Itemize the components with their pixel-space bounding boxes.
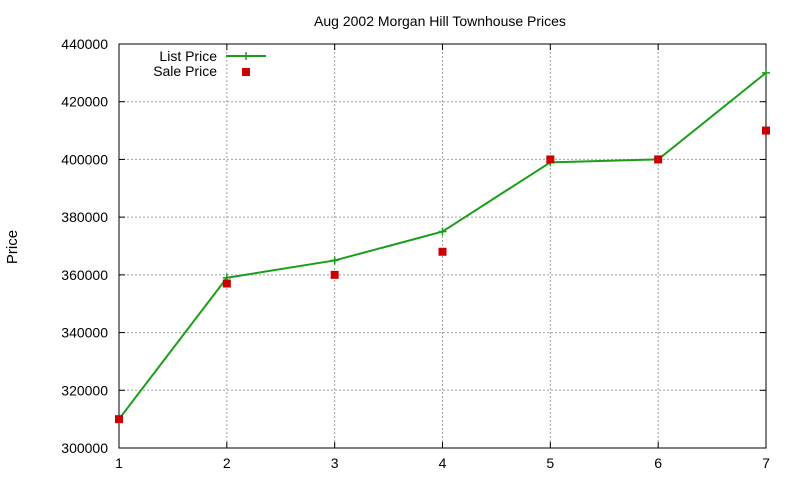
- list-price-point: [438, 227, 447, 236]
- sale-price-point: [330, 270, 339, 279]
- y-tick-label: 380000: [61, 209, 108, 225]
- y-tick-label: 400000: [61, 151, 108, 167]
- y-tick-label: 440000: [61, 36, 108, 52]
- x-tick-label: 2: [223, 455, 231, 471]
- y-tick-label: 360000: [61, 267, 108, 283]
- series-layer: [115, 68, 770, 424]
- y-tick-label: 340000: [61, 325, 108, 341]
- legend-label-sale-price: Sale Price: [153, 63, 217, 79]
- y-tick-label: 300000: [61, 440, 108, 456]
- sale-price-point: [222, 279, 231, 288]
- sale-price-point: [654, 155, 663, 164]
- list-price-point: [762, 68, 770, 77]
- x-tick-label: 5: [546, 455, 554, 471]
- grid: [119, 44, 766, 448]
- x-tick-label: 4: [439, 455, 447, 471]
- x-tick-label: 1: [115, 455, 123, 471]
- sale-price-point: [546, 155, 555, 164]
- y-tick-label: 420000: [61, 94, 108, 110]
- list-price-point: [330, 256, 339, 265]
- chart-title: Aug 2002 Morgan Hill Townhouse Prices: [314, 13, 566, 29]
- y-axis-label: Price: [4, 230, 21, 264]
- y-axis: 300000 320000 340000 360000 380000 400000 4200…: [61, 36, 766, 456]
- legend-label-list-price: List Price: [159, 48, 217, 64]
- sale-price-point: [115, 415, 123, 424]
- y-tick-label: 320000: [61, 382, 108, 398]
- legend-marker-sale-price: [242, 68, 250, 76]
- x-tick-label: 7: [762, 455, 770, 471]
- x-tick-label: 3: [331, 455, 339, 471]
- sale-price-point: [762, 126, 770, 135]
- x-tick-label: 6: [654, 455, 662, 471]
- sale-price-point: [438, 247, 447, 256]
- x-axis: 1 2 3 4 5 6 7: [115, 44, 770, 471]
